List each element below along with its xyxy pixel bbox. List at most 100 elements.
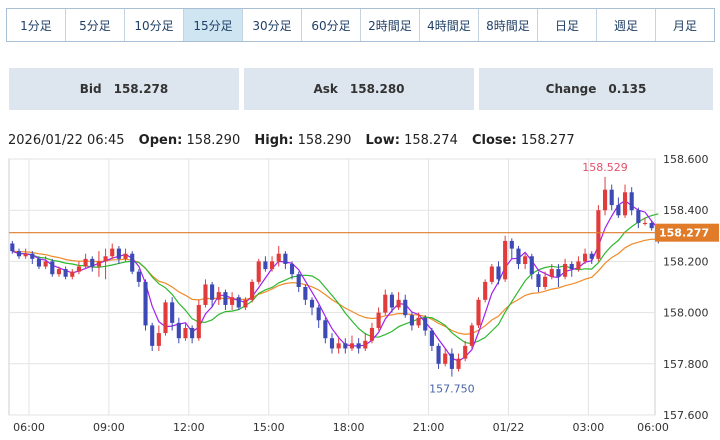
close-value: 158.277 [520, 133, 575, 148]
tab-9[interactable]: 日足 [537, 9, 596, 41]
candle-body [236, 297, 241, 308]
timeframe-tabs: 1分足 5分足 10分足 15分足 30分足 60分足 2時間足 4時間足 8時間足 日足 週足 月足 [6, 8, 715, 42]
tab-11[interactable]: 月足 [655, 9, 714, 41]
tab-3[interactable]: 15分足 [183, 9, 242, 41]
price-chart[interactable]: 158.600 158.400 158.200 158.000 157.800 157.6… [0, 150, 720, 440]
tab-7[interactable]: 4時間足 [419, 9, 478, 41]
candle-body [243, 299, 248, 308]
candle-body [56, 269, 62, 275]
candle-body [210, 284, 215, 300]
x-tick-label: 18:00 [333, 421, 365, 434]
candle-body [63, 269, 68, 277]
candle-body [356, 343, 361, 349]
y-tick-label: 157.600 [663, 409, 709, 422]
tab-5[interactable]: 60分足 [301, 9, 360, 41]
candle-body [563, 263, 568, 277]
current-price-label: 158.277 [659, 227, 709, 240]
candle-body [456, 358, 461, 369]
candle-body [170, 302, 175, 323]
tab-6[interactable]: 2時間足 [360, 9, 419, 41]
candle-body [90, 258, 95, 267]
candle-body [110, 248, 115, 257]
tab-2[interactable]: 10分足 [124, 9, 183, 41]
change-value: 0.135 [608, 82, 647, 96]
candle-body [463, 345, 468, 359]
candle-body [103, 256, 108, 262]
candle-body [116, 248, 121, 259]
candle-body [449, 353, 454, 369]
candle-body [336, 343, 341, 349]
low-value: 158.274 [404, 133, 458, 148]
candle-body [196, 304, 201, 339]
candle-body [622, 192, 628, 216]
candle-body [523, 256, 528, 264]
x-tick-label: 15:00 [253, 421, 285, 434]
candle-body [223, 292, 228, 305]
candle-body [516, 248, 521, 264]
x-tick-label: 01/22 [493, 421, 525, 434]
bid-value: 158.278 [113, 82, 169, 96]
candle-body [316, 307, 321, 321]
candle-body [130, 253, 135, 272]
high-value: 158.290 [297, 133, 352, 148]
candle-body [183, 327, 188, 339]
candle-body [496, 266, 501, 280]
candle-body [70, 271, 75, 277]
change-label: Change [545, 82, 597, 96]
x-tick-label: 09:00 [93, 421, 125, 434]
candle-body [476, 299, 481, 326]
candle-body [529, 256, 534, 275]
candle-body [616, 205, 621, 216]
candle-body [190, 327, 195, 339]
candle-body [509, 240, 514, 249]
candle-body [576, 261, 581, 270]
candle-body [136, 271, 141, 282]
candle-body [343, 343, 348, 349]
candle-body [609, 189, 614, 206]
candle-body [256, 261, 261, 282]
ask-label: Ask [313, 82, 338, 96]
y-tick-label: 157.800 [663, 358, 709, 371]
candle-body [543, 276, 548, 287]
candle-body [269, 261, 275, 270]
candle-body [76, 266, 81, 272]
candle-body [436, 345, 441, 364]
low-annotation: 157.750 [429, 383, 475, 396]
x-tick-label: 03:00 [573, 421, 605, 434]
candle-body [556, 269, 561, 277]
tab-0[interactable]: 1分足 [7, 9, 65, 41]
candle-body [469, 325, 474, 346]
candle-body [369, 327, 375, 341]
candle-body [443, 353, 448, 364]
candle-body [43, 261, 48, 267]
high-annotation: 158.529 [582, 161, 628, 174]
candle-body [376, 312, 381, 328]
candle-body [283, 253, 288, 264]
candle-body [489, 266, 494, 282]
candle-body [176, 322, 181, 339]
candle-body [96, 261, 101, 267]
y-tick-label: 158.600 [663, 153, 709, 166]
candle-body [50, 261, 55, 275]
plot-frame [8, 158, 656, 416]
candle-body [36, 258, 42, 267]
candle-body [363, 340, 368, 349]
candle-body [150, 325, 155, 346]
tab-4[interactable]: 30分足 [242, 9, 301, 41]
candle-body [589, 253, 594, 259]
candle-body [429, 330, 434, 346]
ma-slow-line [12, 238, 659, 336]
candle-body [143, 281, 148, 326]
candle-body [23, 253, 28, 257]
candle-body [409, 315, 414, 326]
candle-body [596, 210, 601, 259]
x-tick-label: 06:00 [637, 421, 669, 434]
candle-body [230, 297, 235, 305]
candle-body [296, 274, 301, 287]
candle-body [503, 240, 508, 280]
tab-1[interactable]: 5分足 [65, 9, 124, 41]
ma-mid-line [12, 213, 659, 345]
tab-8[interactable]: 8時間足 [478, 9, 537, 41]
tab-10[interactable]: 週足 [596, 9, 655, 41]
candle-body [323, 320, 328, 339]
